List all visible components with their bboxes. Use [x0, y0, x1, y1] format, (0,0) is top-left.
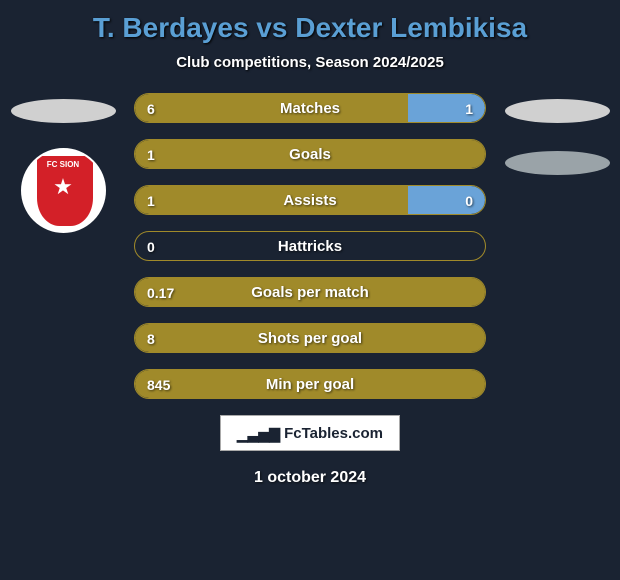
stat-row: Shots per goal8: [134, 323, 486, 353]
stat-value-left: 1: [147, 140, 155, 169]
footer-logo[interactable]: ▁▃▅▇FcTables.com: [220, 415, 400, 451]
stat-value-right: 1: [465, 94, 473, 123]
stat-label: Goals: [135, 140, 485, 169]
stat-value-left: 0: [147, 232, 155, 261]
stat-label: Min per goal: [135, 370, 485, 399]
stat-value-right: 0: [465, 186, 473, 215]
stat-bars-container: Matches61Goals1Assists10Hattricks0Goals …: [134, 93, 486, 399]
chart-icon: ▁▃▅▇: [237, 416, 280, 452]
stat-row: Hattricks0: [134, 231, 486, 261]
stat-row: Min per goal845: [134, 369, 486, 399]
player-left-column: FC SION ★: [8, 93, 118, 233]
footer-date: 1 october 2024: [0, 469, 620, 487]
stat-label: Hattricks: [135, 232, 485, 261]
stat-value-left: 6: [147, 94, 155, 123]
player-left-placeholder: [11, 99, 116, 123]
stat-label: Matches: [135, 94, 485, 123]
stat-value-left: 0.17: [147, 278, 174, 307]
stat-row: Assists1 0: [134, 185, 486, 215]
stat-value-left: 1: [147, 186, 155, 215]
comparison-area: FC SION ★ Matches61Goals1Assists10Hattri…: [0, 93, 620, 399]
stat-row: Goals1: [134, 139, 486, 169]
team-logo-left: FC SION ★: [21, 148, 106, 233]
stat-label: Goals per match: [135, 278, 485, 307]
page-subtitle: Club competitions, Season 2024/2025: [0, 54, 620, 71]
stat-label: Assists: [135, 186, 485, 215]
footer-logo-text: FcTables.com: [284, 425, 383, 442]
player-right-placeholder: [505, 99, 610, 123]
stat-value-left: 8: [147, 324, 155, 353]
team-logo-text: FC SION: [23, 160, 104, 169]
stat-row: Matches6 1: [134, 93, 486, 123]
team-right-placeholder: [505, 151, 610, 175]
team-logo-star-icon: ★: [23, 174, 104, 200]
stat-value-left: 845: [147, 370, 170, 399]
stat-row: Goals per match0.17: [134, 277, 486, 307]
stat-label: Shots per goal: [135, 324, 485, 353]
player-right-column: [502, 93, 612, 175]
page-title: T. Berdayes vs Dexter Lembikisa: [0, 0, 620, 44]
